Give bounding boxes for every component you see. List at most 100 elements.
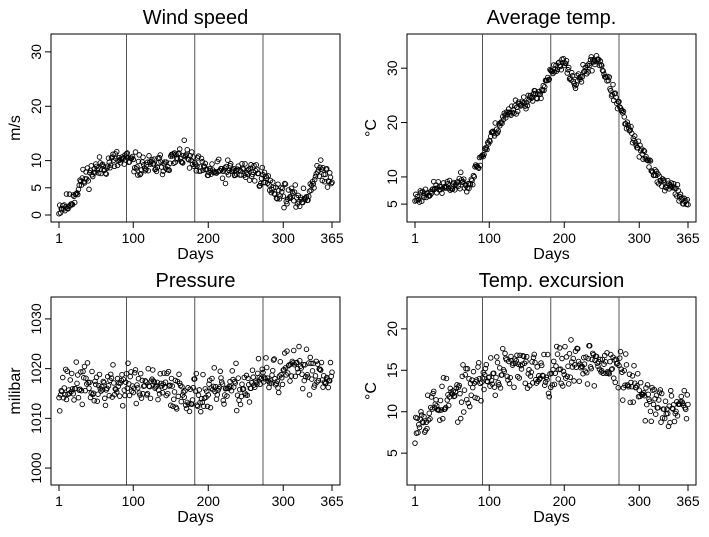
data-point — [86, 385, 92, 392]
data-point — [82, 387, 88, 394]
data-point — [646, 164, 652, 170]
data-point — [137, 392, 143, 398]
data-point — [587, 343, 593, 349]
data-point — [569, 359, 575, 365]
data-point — [593, 353, 600, 360]
data-point — [427, 416, 433, 422]
data-point — [683, 415, 690, 422]
data-point — [647, 158, 654, 164]
y-tick-label: 1010 — [28, 403, 44, 434]
data-point — [679, 195, 685, 201]
data-point — [96, 154, 103, 160]
data-point — [265, 173, 272, 179]
data-point — [460, 362, 466, 368]
data-point — [83, 375, 89, 381]
data-point — [309, 368, 316, 374]
data-point — [57, 408, 63, 414]
y-tick-label: 0 — [28, 211, 44, 219]
data-point — [309, 376, 315, 382]
data-point — [155, 159, 162, 166]
data-point — [67, 377, 73, 383]
data-point — [92, 381, 99, 388]
data-point — [126, 392, 133, 399]
y-tick-label: 10 — [28, 153, 44, 169]
data-point — [60, 374, 66, 381]
data-point — [192, 388, 199, 394]
data-point — [494, 359, 501, 366]
x-tick-label: 200 — [553, 493, 577, 509]
data-point — [237, 401, 244, 408]
data-point — [563, 354, 570, 360]
data-point — [557, 345, 563, 351]
data-point — [204, 403, 211, 410]
data-point — [611, 91, 618, 97]
data-point — [521, 94, 527, 100]
data-point — [226, 167, 232, 174]
data-point — [522, 103, 529, 109]
data-point — [482, 371, 488, 378]
data-point — [159, 171, 166, 178]
data-point — [572, 85, 579, 92]
y-axis-label: °C — [363, 382, 380, 400]
data-point — [575, 345, 581, 352]
data-point — [158, 382, 165, 389]
data-point — [86, 379, 93, 386]
data-point — [88, 163, 94, 169]
data-point — [545, 390, 552, 397]
data-point — [585, 355, 592, 362]
data-point — [415, 429, 421, 436]
data-point — [125, 360, 131, 366]
data-point — [327, 359, 334, 366]
data-point — [325, 384, 332, 391]
data-point — [320, 165, 326, 171]
y-tick-label: 30 — [384, 60, 400, 76]
data-point — [563, 57, 570, 64]
data-point — [256, 374, 263, 381]
data-point — [181, 137, 187, 143]
data-point — [658, 177, 664, 184]
data-point — [541, 87, 547, 94]
data-point — [425, 417, 432, 423]
data-point — [134, 385, 141, 391]
data-point — [72, 191, 79, 198]
data-point — [152, 166, 159, 172]
y-tick-label: 15 — [384, 362, 400, 378]
data-point — [73, 359, 79, 365]
data-point — [110, 151, 116, 157]
data-point — [659, 390, 665, 397]
data-point — [293, 360, 299, 366]
data-point — [322, 380, 329, 387]
data-point — [117, 380, 124, 386]
data-point — [683, 406, 689, 413]
data-point — [492, 120, 499, 126]
data-point — [74, 191, 81, 198]
data-point — [270, 357, 277, 363]
data-point — [287, 378, 293, 384]
data-point — [312, 173, 319, 180]
data-point — [140, 154, 146, 160]
data-point — [61, 385, 68, 391]
data-point — [431, 388, 437, 395]
data-point — [218, 375, 224, 381]
data-point — [589, 356, 595, 363]
data-point — [615, 384, 622, 391]
data-point — [560, 383, 566, 389]
y-axis-label: m/s — [7, 115, 24, 141]
data-point — [428, 394, 435, 400]
data-point — [188, 149, 195, 155]
data-point — [171, 389, 178, 395]
data-point — [179, 159, 185, 166]
data-point — [569, 69, 575, 76]
x-tick-label: 200 — [197, 230, 221, 246]
data-point — [661, 177, 667, 183]
data-point — [167, 160, 173, 166]
data-point — [549, 382, 556, 388]
data-point — [195, 392, 202, 398]
data-point — [200, 403, 207, 410]
data-point — [247, 165, 253, 171]
data-point — [566, 64, 572, 71]
data-point — [300, 385, 306, 392]
data-point — [461, 176, 467, 182]
data-point — [282, 181, 289, 187]
data-point — [199, 158, 205, 165]
